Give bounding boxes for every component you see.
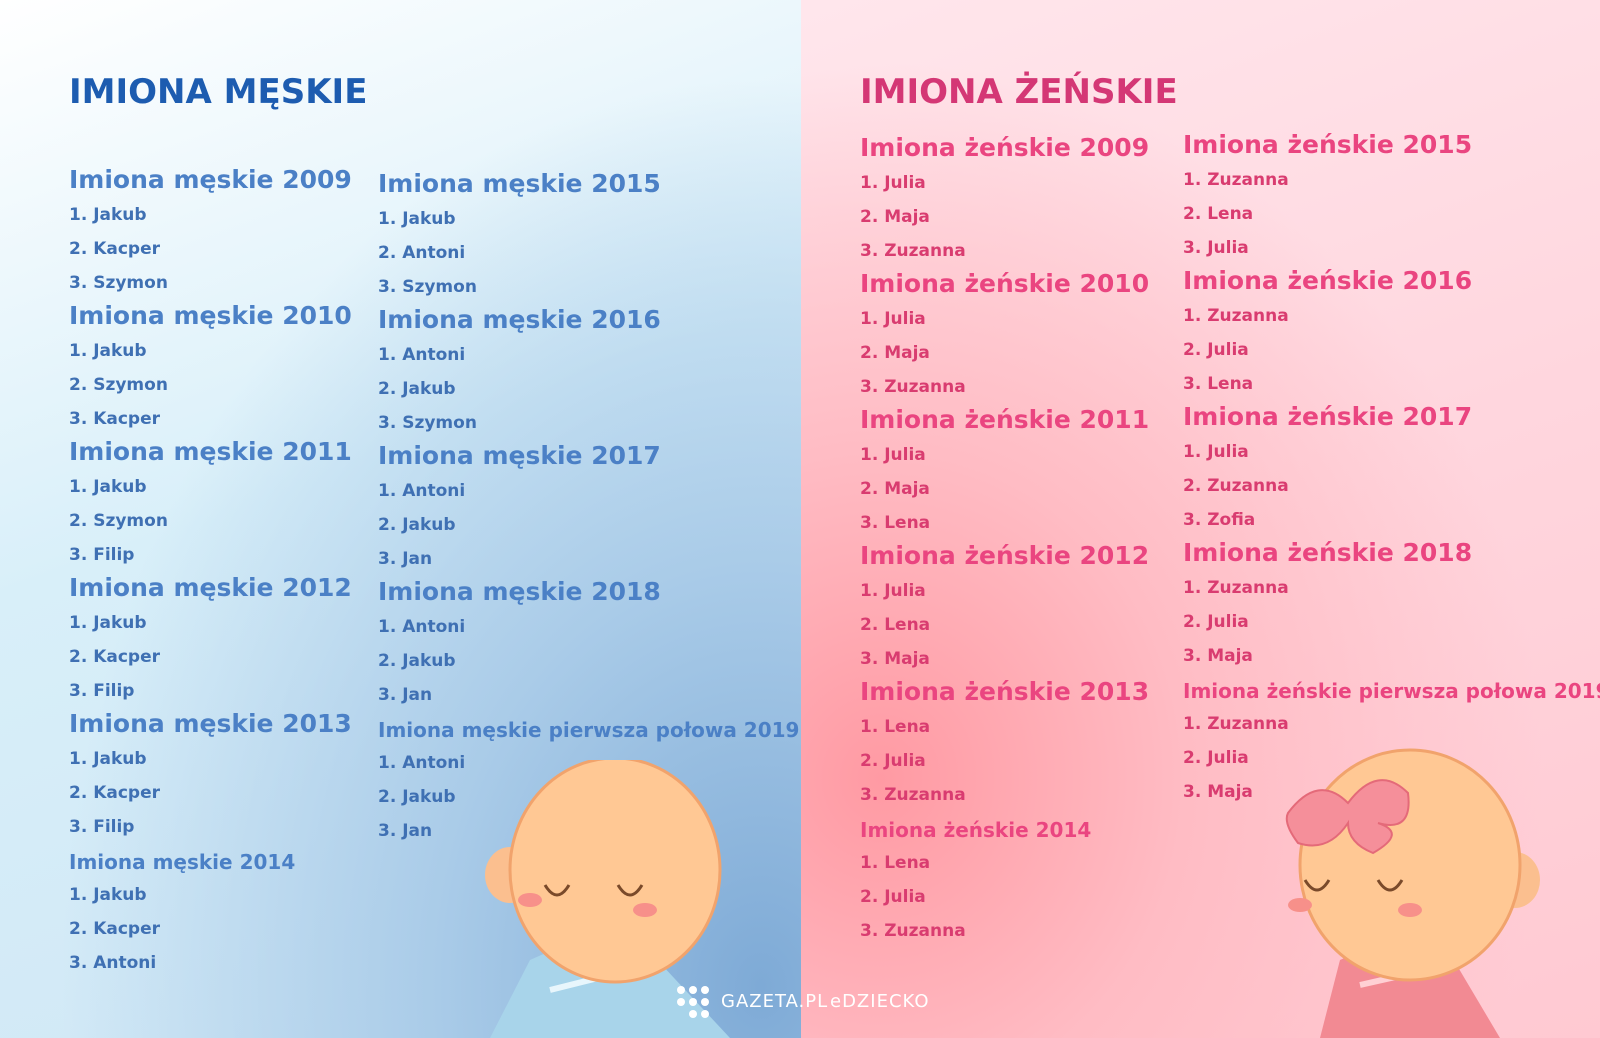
name-item: 1. Julia [860, 309, 926, 329]
name-item: 2. Julia [1183, 748, 1249, 768]
name-item: 1. Zuzanna [1183, 714, 1289, 734]
name-item: 2. Szymon [69, 511, 168, 531]
name-item: 3. Lena [1183, 374, 1254, 394]
name-item: 1. Julia [860, 173, 926, 193]
group-heading: Imiona męskie 2015 [378, 169, 661, 198]
baby-girl [1285, 748, 1540, 1038]
name-item: 2. Julia [1183, 340, 1249, 360]
group-heading: Imiona męskie 2014 [69, 850, 296, 874]
panel-title: IMIONA ŻEŃSKIE [860, 72, 1178, 112]
name-item: 2. Szymon [69, 375, 168, 395]
group-heading: Imiona żeńskie 2013 [860, 677, 1150, 706]
name-item: 2. Kacper [69, 783, 161, 803]
name-item: 1. Lena [860, 717, 931, 737]
group-heading: Imiona męskie 2016 [378, 305, 661, 334]
name-item: 2. Jakub [378, 787, 456, 807]
group-heading: Imiona męskie 2013 [69, 709, 352, 738]
name-item: 3. Filip [69, 545, 135, 565]
name-item: 2. Zuzanna [1183, 476, 1289, 496]
name-item: 1. Jakub [69, 477, 147, 497]
name-item: 1. Jakub [69, 885, 147, 905]
group-heading: Imiona żeńskie 2012 [860, 541, 1150, 570]
name-item: 2. Lena [860, 615, 931, 635]
panel-title: IMIONA MĘSKIE [69, 72, 368, 112]
boys-panel: IMIONA MĘSKIE Imiona męskie 2009 1. Jakub… [0, 0, 801, 1038]
group-heading: Imiona żeńskie 2010 [860, 269, 1150, 298]
name-item: 1. Julia [1183, 442, 1249, 462]
name-item: 3. Julia [1183, 238, 1249, 258]
group-heading: Imiona żeńskie pierwsza połowa 2019 [1183, 679, 1600, 703]
group-heading: Imiona męskie 2017 [378, 441, 661, 470]
name-item: 3. Maja [1183, 646, 1253, 666]
name-item: 3. Szymon [378, 277, 477, 297]
name-item: 1. Julia [860, 581, 926, 601]
baby-boy [485, 760, 730, 1038]
name-item: 1. Antoni [378, 481, 466, 501]
girls-panel: IMIONA ŻEŃSKIE Imiona żeńskie 2009 1. Jul… [801, 0, 1600, 1038]
name-item: 1. Zuzanna [1183, 306, 1289, 326]
name-item: 2. Julia [860, 751, 926, 771]
group-heading: Imiona męskie 2012 [69, 573, 352, 602]
group-heading: Imiona męskie 2011 [69, 437, 352, 466]
name-item: 2. Maja [860, 343, 930, 363]
group-heading: Imiona żeńskie 2018 [1183, 538, 1473, 567]
group-heading: Imiona żeńskie 2009 [860, 133, 1150, 162]
brand-text: eDZIECKO [830, 991, 930, 1012]
name-item: 3. Jan [378, 549, 433, 569]
group-heading: Imiona żeńskie 2014 [860, 818, 1092, 842]
name-item: 1. Lena [860, 853, 931, 873]
name-item: 1. Antoni [378, 345, 466, 365]
name-item: 3. Zuzanna [860, 377, 966, 397]
name-item: 2. Jakub [378, 651, 456, 671]
name-item: 1. Jakub [378, 209, 456, 229]
name-item: 1. Jakub [69, 749, 147, 769]
name-item: 1. Antoni [378, 617, 466, 637]
name-item: 3. Filip [69, 817, 135, 837]
name-item: 2. Jakub [378, 379, 456, 399]
group-heading: Imiona męskie 2009 [69, 165, 352, 194]
name-item: 1. Zuzanna [1183, 170, 1289, 190]
name-item: 3. Maja [1183, 782, 1253, 802]
name-item: 1. Zuzanna [1183, 578, 1289, 598]
group-heading: Imiona męskie pierwsza połowa 2019 [378, 718, 800, 742]
name-item: 1. Jakub [69, 205, 147, 225]
name-item: 1. Jakub [69, 341, 147, 361]
name-item: 2. Antoni [378, 243, 466, 263]
name-item: 2. Kacper [69, 647, 161, 667]
name-item: 3. Zuzanna [860, 241, 966, 261]
name-item: 3. Jan [378, 685, 433, 705]
name-item: 3. Zuzanna [860, 785, 966, 805]
name-item: 1. Julia [860, 445, 926, 465]
name-item: 3. Antoni [69, 953, 157, 973]
name-item: 1. Antoni [378, 753, 466, 773]
name-item: 3. Maja [860, 649, 930, 669]
name-item: 2. Kacper [69, 919, 161, 939]
group-heading: Imiona żeńskie 2011 [860, 405, 1150, 434]
name-item: 2. Maja [860, 479, 930, 499]
name-item: 3. Kacper [69, 409, 161, 429]
logo-icon [677, 986, 709, 1018]
name-item: 2. Maja [860, 207, 930, 227]
name-item: 3. Szymon [378, 413, 477, 433]
name-item: 3. Zuzanna [860, 921, 966, 941]
logo-text: GAZETA.PL [721, 991, 829, 1012]
group-heading: Imiona żeńskie 2015 [1183, 130, 1473, 159]
name-item: 2. Julia [1183, 612, 1249, 632]
group-heading: Imiona męskie 2018 [378, 577, 661, 606]
name-item: 3. Filip [69, 681, 135, 701]
name-item: 2. Lena [1183, 204, 1254, 224]
group-heading: Imiona męskie 2010 [69, 301, 352, 330]
name-item: 1. Jakub [69, 613, 147, 633]
name-item: 2. Kacper [69, 239, 161, 259]
name-item: 2. Jakub [378, 515, 456, 535]
name-item: 2. Julia [860, 887, 926, 907]
name-item: 3. Zofia [1183, 510, 1256, 530]
group-heading: Imiona żeńskie 2017 [1183, 402, 1473, 431]
name-item: 3. Jan [378, 821, 433, 841]
name-item: 3. Szymon [69, 273, 168, 293]
group-heading: Imiona żeńskie 2016 [1183, 266, 1473, 295]
name-item: 3. Lena [860, 513, 931, 533]
